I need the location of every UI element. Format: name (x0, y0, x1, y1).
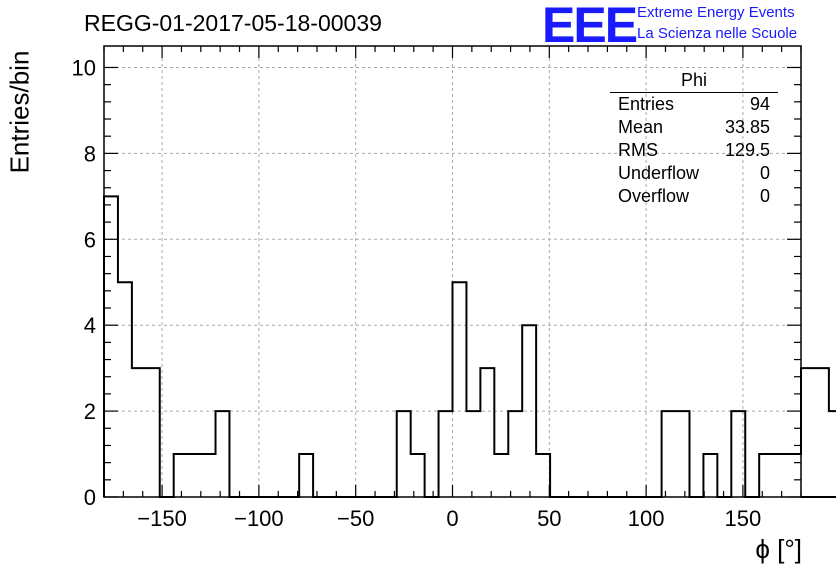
x-tick-label: 50 (537, 506, 561, 531)
x-tick-label: 0 (446, 506, 458, 531)
stats-row: Overflow 0 (610, 185, 778, 208)
stats-label: Overflow (618, 186, 690, 206)
y-tick-label: 2 (84, 399, 96, 424)
x-tick-label: 100 (628, 506, 665, 531)
stats-row: RMS 129.5 (610, 139, 778, 162)
stats-label: RMS (618, 140, 658, 160)
eee-logo: EEE (542, 0, 638, 53)
y-axis-ticks: 0 2 4 6 8 10 (72, 55, 801, 510)
y-tick-label: 8 (84, 141, 96, 166)
x-tick-label: 150 (725, 506, 762, 531)
chart-title: REGG-01-2017-05-18-00039 (84, 10, 382, 36)
x-tick-label: −50 (337, 506, 374, 531)
stats-label: Underflow (618, 163, 700, 183)
y-tick-label: 6 (84, 227, 96, 252)
stats-label: Mean (618, 117, 664, 137)
y-tick-label: 4 (84, 313, 96, 338)
y-tick-label: 0 (84, 485, 96, 510)
stats-row: Mean 33.85 (610, 116, 778, 139)
x-axis-ticks: −150 −100 −50 0 50 100 150 (103, 46, 802, 531)
y-axis-label: Entries/bin (4, 50, 35, 174)
stats-value: 0 (759, 186, 770, 206)
y-tick-label: 10 (72, 55, 96, 80)
logo-caption-line1: Extreme Energy Events (637, 4, 795, 21)
x-tick-label: −100 (234, 506, 284, 531)
x-axis-label: ϕ [°] (755, 534, 802, 564)
stats-value: 0 (759, 163, 770, 183)
stats-row: Entries 94 (610, 93, 778, 116)
stats-value: 33.85 (724, 117, 770, 137)
stats-box-title: Phi (610, 70, 778, 93)
logo-caption-line2: La Scienza nelle Scuole (637, 25, 798, 42)
stats-value: 94 (749, 94, 770, 114)
stats-value: 129.5 (724, 140, 770, 160)
x-tick-label: −150 (137, 506, 187, 531)
stats-label: Entries (618, 94, 675, 114)
stats-box: Phi Entries 94 Mean 33.85 RMS 129.5 Underfl… (610, 70, 778, 208)
stats-row: Underflow 0 (610, 162, 778, 185)
